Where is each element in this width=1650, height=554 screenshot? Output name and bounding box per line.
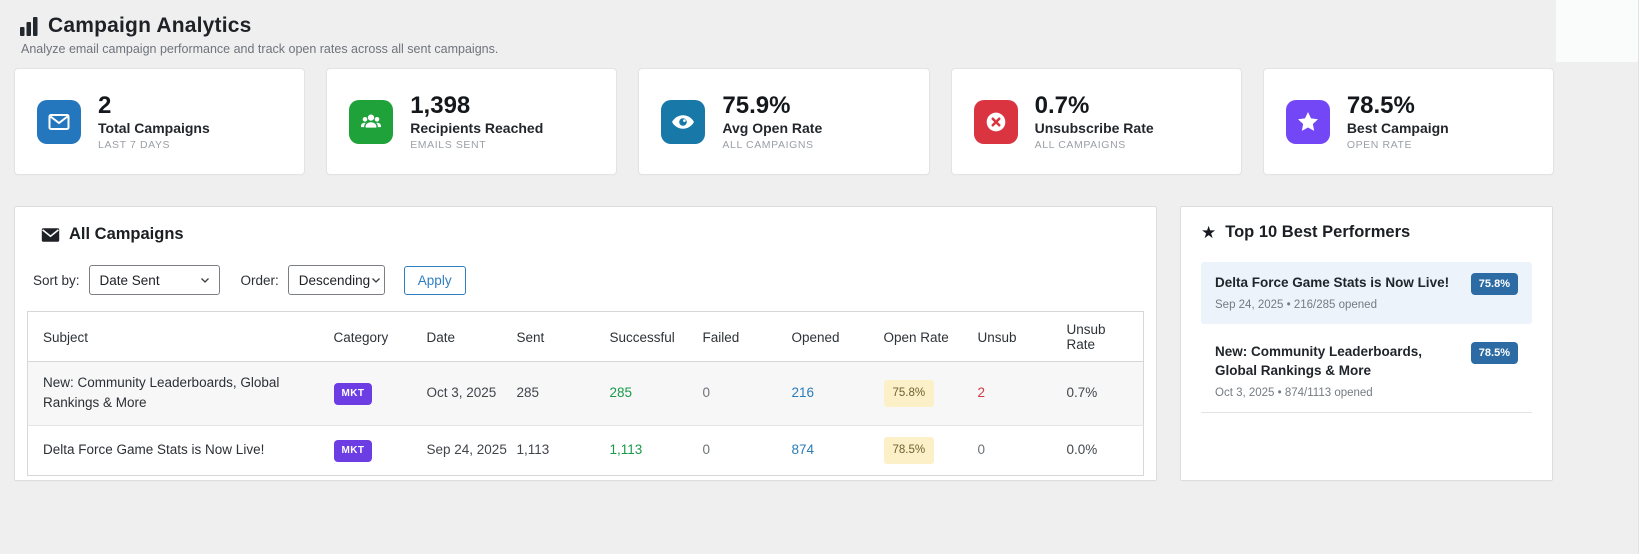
stat-cards-row: 2 Total Campaigns LAST 7 DAYS 1,398 Reci… (14, 68, 1555, 175)
sort-controls: Sort by: Date Sent Order: Descending App… (33, 265, 1144, 295)
column-header-sent: Sent (516, 311, 610, 362)
performer-rate-badge: 75.8% (1470, 273, 1518, 295)
column-header-unsub-rate: Unsub Rate (1066, 311, 1144, 362)
eye-icon (661, 99, 706, 144)
order-value: Descending (298, 272, 371, 288)
performers-panel-title: Top 10 Best Performers (1225, 223, 1411, 241)
dashboard: Campaign Analytics Analyze email campaig… (14, 14, 1555, 481)
envelope-icon (37, 99, 81, 144)
cell-subject: Delta Force Game Stats is Now Live! (27, 424, 334, 476)
top-performers-panel: ★ Top 10 Best Performers Delta Force Gam… (1180, 206, 1553, 481)
stat-sub: ALL CAMPAIGNS (722, 139, 814, 152)
stat-sub: ALL CAMPAIGNS (1034, 139, 1126, 152)
cell-unsub: 0 (977, 424, 1067, 476)
stat-card-avg-open-rate: 75.9% Avg Open Rate ALL CAMPAIGNS (638, 68, 930, 175)
cell-unsub-rate: 0.7% (1066, 361, 1144, 425)
cell-category: MKT (333, 361, 427, 425)
cell-subject: New: Community Leaderboards, Global Rank… (27, 361, 334, 425)
performer-item[interactable]: Delta Force Game Stats is Now Live! Sep … (1201, 262, 1532, 324)
sort-by-label: Sort by: (33, 272, 80, 288)
chevron-down-icon (199, 274, 211, 286)
cell-unsub: 2 (977, 361, 1067, 425)
cell-successful: 1,113 (609, 424, 703, 476)
performer-item[interactable]: New: Community Leaderboards, Global Rank… (1201, 330, 1532, 413)
stat-card-total-campaigns: 2 Total Campaigns LAST 7 DAYS (14, 68, 306, 175)
column-header-subject: Subject (27, 311, 334, 362)
page-header: Campaign Analytics Analyze email campaig… (20, 14, 1554, 56)
category-badge: MKT (333, 382, 373, 405)
column-header-opened: Opened (791, 311, 884, 362)
table-header-row: Subject Category Date Sent Successful Fa… (27, 311, 1144, 362)
stat-label: Total Campaigns (98, 120, 210, 137)
cell-date: Sep 24, 2025 (426, 424, 517, 476)
cell-failed: 0 (702, 424, 792, 476)
apply-button[interactable]: Apply (403, 265, 466, 295)
cell-successful: 285 (609, 361, 703, 425)
table-row[interactable]: Delta Force Game Stats is Now Live! MKT … (27, 424, 1144, 476)
cell-date: Oct 3, 2025 (426, 361, 517, 425)
column-header-category: Category (333, 311, 427, 362)
page-title: Campaign Analytics (48, 14, 252, 37)
performer-rate-badge: 78.5% (1470, 341, 1518, 364)
order-label: Order: (240, 272, 279, 288)
bar-chart-icon (20, 16, 39, 37)
category-badge: MKT (333, 439, 373, 462)
open-rate-badge: 75.8% (883, 379, 935, 407)
cell-category: MKT (333, 424, 427, 476)
campaigns-panel-title: All Campaigns (69, 225, 184, 243)
order-select[interactable]: Descending (287, 265, 385, 295)
stat-card-unsubscribe-rate: 0.7% Unsubscribe Rate ALL CAMPAIGNS (950, 68, 1242, 175)
stat-value: 78.5% (1346, 91, 1415, 119)
stat-label: Avg Open Rate (722, 120, 823, 137)
cell-open-rate: 78.5% (883, 424, 978, 476)
chevron-down-icon (370, 274, 382, 286)
campaigns-table: Subject Category Date Sent Successful Fa… (27, 311, 1144, 476)
stat-card-recipients-reached: 1,398 Recipients Reached EMAILS SENT (326, 68, 618, 175)
stat-label: Unsubscribe Rate (1034, 120, 1154, 137)
star-icon: ★ (1201, 223, 1217, 242)
column-header-open-rate: Open Rate (883, 311, 978, 362)
stat-card-best-campaign: 78.5% Best Campaign OPEN RATE (1262, 68, 1555, 175)
performer-meta: Sep 24, 2025 • 216/285 opened (1215, 298, 1377, 311)
viewport-top-right-gutter (1556, 0, 1650, 62)
cell-sent: 1,113 (516, 424, 610, 476)
envelope-icon (41, 227, 60, 243)
column-header-unsub: Unsub (977, 311, 1067, 362)
cell-opened: 216 (791, 361, 884, 425)
open-rate-badge: 78.5% (883, 436, 935, 464)
sort-by-select[interactable]: Date Sent (88, 265, 220, 295)
performer-meta: Oct 3, 2025 • 874/1113 opened (1215, 386, 1373, 399)
stat-value: 1,398 (410, 91, 471, 119)
performers-list: Delta Force Game Stats is Now Live! Sep … (1201, 262, 1532, 413)
stat-label: Best Campaign (1346, 120, 1449, 137)
sort-by-value: Date Sent (99, 272, 160, 288)
x-circle-icon (973, 99, 1018, 144)
cell-unsub-rate: 0.0% (1066, 424, 1144, 476)
cell-sent: 285 (516, 361, 610, 425)
stat-sub: EMAILS SENT (410, 139, 487, 152)
stat-label: Recipients Reached (410, 120, 544, 137)
stat-value: 75.9% (722, 91, 791, 119)
all-campaigns-panel: All Campaigns Sort by: Date Sent Order: … (14, 206, 1157, 481)
stat-value: 2 (98, 91, 112, 119)
cell-failed: 0 (702, 361, 792, 425)
people-icon (349, 99, 394, 144)
page-subtitle: Analyze email campaign performance and t… (21, 42, 499, 56)
table-row[interactable]: New: Community Leaderboards, Global Rank… (27, 361, 1144, 425)
stat-sub: OPEN RATE (1346, 139, 1413, 152)
cell-opened: 874 (791, 424, 884, 476)
performer-title: Delta Force Game Stats is Now Live! (1215, 275, 1450, 290)
cell-open-rate: 75.8% (883, 361, 978, 425)
column-header-date: Date (426, 311, 517, 362)
star-icon (1285, 99, 1330, 144)
vertical-scrollbar[interactable] (1638, 0, 1650, 554)
performer-title: New: Community Leaderboards, Global Rank… (1215, 343, 1423, 379)
stat-sub: LAST 7 DAYS (98, 139, 171, 152)
column-header-successful: Successful (609, 311, 703, 362)
column-header-failed: Failed (702, 311, 792, 362)
stat-value: 0.7% (1034, 91, 1090, 119)
